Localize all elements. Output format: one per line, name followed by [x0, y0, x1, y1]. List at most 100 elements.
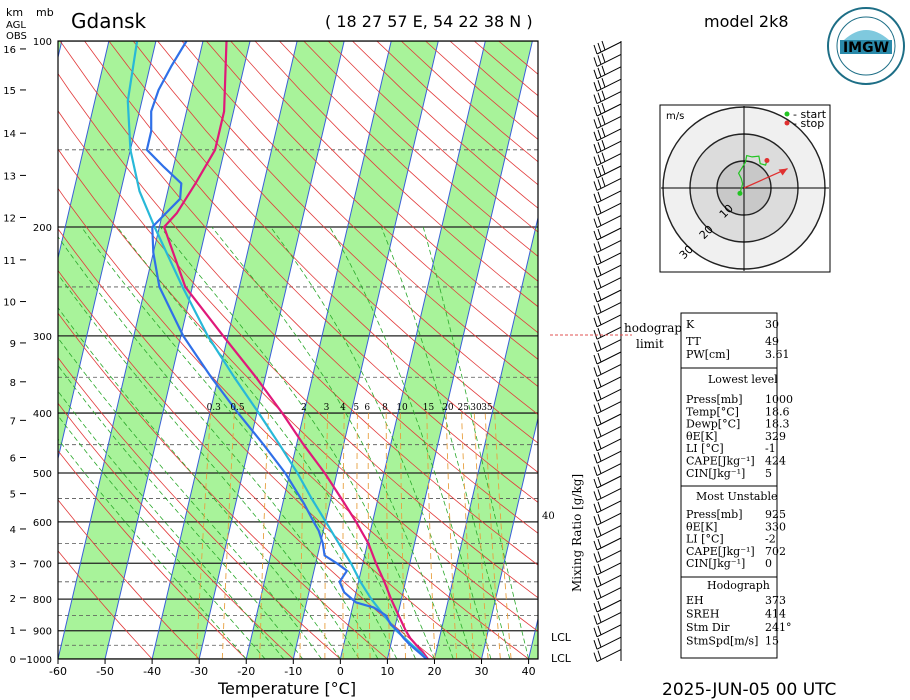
mixing-ratio-label: 5: [353, 403, 359, 413]
moist-adiabat: [58, 364, 304, 659]
wind-barb-flag: [593, 578, 598, 588]
wind-barb: [596, 425, 622, 439]
dry-adiabat: [132, 41, 538, 444]
hodograph-row-value: 414: [765, 608, 786, 621]
pressure-tick-label: 600: [33, 518, 52, 529]
moist-adiabat: [270, 226, 473, 659]
km-tick-label: 3: [10, 560, 16, 571]
pressure-tick-label: 700: [33, 559, 52, 570]
wind-barb-flag: [597, 266, 602, 276]
isotherm-band: [246, 41, 439, 659]
wind-barb-flag: [593, 131, 598, 141]
dry-adiabat: [58, 110, 538, 599]
wind-barb: [596, 537, 622, 551]
index-tt-value: 49: [765, 335, 779, 348]
hodograph-row-value: 241°: [765, 621, 792, 634]
isotherm-band: [340, 41, 533, 659]
wind-barb: [596, 401, 622, 415]
x-tick-label: 20: [427, 665, 441, 678]
wind-barb-flag: [597, 377, 602, 387]
km-tick-label: 14: [3, 129, 16, 140]
wind-barb-flag: [597, 80, 602, 90]
hodograph-row-value: 373: [765, 594, 786, 607]
wind-barb-flag: [601, 65, 606, 75]
wind-barb-flag: [593, 342, 598, 352]
wind-barb-flag: [597, 414, 602, 425]
wind-barb-flag: [601, 102, 606, 113]
wind-barb-flag: [597, 204, 602, 214]
wind-barb-flag: [597, 464, 602, 474]
isotherm-line: [292, 41, 439, 659]
km-tick-label: 9: [10, 339, 16, 350]
dry-adiabat: [108, 41, 538, 473]
wind-barb-flag: [597, 427, 602, 437]
mixing-ratio-line: [494, 413, 512, 659]
pressure-tick-label: 900: [33, 627, 52, 638]
hodograph-limit-label-2: limit: [636, 337, 664, 351]
isotherm-line: [58, 41, 204, 659]
wind-barb-flag: [597, 129, 602, 139]
wind-barb-flag: [597, 104, 602, 115]
storm-motion-arrowhead: [778, 168, 788, 176]
wind-barb: [596, 438, 622, 452]
hodograph-row-label: StmSpd[m/s]: [686, 635, 758, 648]
lowest-level-row-label: CIN[Jkg⁻¹]: [686, 467, 745, 480]
wind-barb-flag: [593, 218, 598, 228]
wind-barb-flag: [597, 166, 602, 177]
wind-barb-flag: [593, 379, 598, 389]
x-tick-label: 40: [522, 665, 536, 678]
wind-barb: [596, 264, 622, 278]
wind-barb-flag: [601, 127, 606, 137]
wind-barb-flag: [597, 352, 602, 363]
obs-label: OBS: [6, 31, 27, 42]
wind-barb-flag: [597, 452, 602, 462]
most-unstable-row-label: LI [°C]: [686, 533, 724, 546]
wind-barb-flag: [593, 268, 598, 278]
wind-barb-flag: [593, 57, 598, 67]
mixing-ratio-line: [195, 413, 212, 659]
wind-barb-flag: [593, 416, 598, 427]
wind-barb: [596, 202, 622, 216]
moist-adiabat: [160, 226, 435, 659]
mixing-ratio-line: [259, 413, 269, 659]
km-tick-label: 13: [3, 171, 16, 182]
mixing-ratio-line: [324, 413, 329, 659]
wind-barb-flag: [593, 602, 598, 613]
isotherm-line: [198, 41, 345, 659]
wind-barb-flag: [593, 230, 598, 241]
wind-barb-flag: [593, 590, 598, 600]
dry-adiabat: [59, 41, 538, 534]
lowest-level-row-value: 424: [765, 455, 786, 468]
wind-barb: [596, 78, 622, 92]
mixing-ratio-line: [484, 413, 501, 659]
wind-barb-flag: [601, 140, 606, 150]
x-tick-label: -50: [96, 665, 114, 678]
wind-barb-flag: [593, 367, 598, 377]
moist-adiabat: [58, 236, 379, 659]
dry-adiabat: [58, 499, 200, 659]
mixing-ratio-label: 3: [324, 403, 330, 413]
wind-barb-flag: [597, 526, 602, 536]
moist-adiabat: [81, 226, 398, 659]
mixing-ratio-label: 4: [340, 403, 346, 413]
index-k-label: K: [686, 318, 695, 331]
x-tick-label: 30: [475, 665, 489, 678]
km-tick-label: 8: [10, 378, 16, 389]
mixing-ratio-line: [221, 413, 235, 659]
most-unstable-row-value: 330: [765, 520, 786, 533]
wind-barb-flag: [597, 241, 602, 251]
hodograph-unit: m/s: [666, 111, 684, 122]
wind-barb-flag: [593, 565, 598, 575]
wind-barb-flag: [593, 454, 598, 464]
wind-barb: [596, 252, 622, 266]
moist-adiabat: [380, 226, 511, 659]
pressure-tick-label: 800: [33, 595, 52, 606]
moist-adiabat: [211, 226, 454, 659]
dry-adiabat: [254, 41, 538, 308]
moist-adiabat: [58, 337, 322, 659]
wind-barb: [596, 649, 622, 663]
wind-barb: [596, 525, 622, 539]
isotherm-line: [481, 416, 538, 659]
wind-barb-flag: [593, 478, 598, 489]
wind-barb-flag: [597, 253, 602, 263]
